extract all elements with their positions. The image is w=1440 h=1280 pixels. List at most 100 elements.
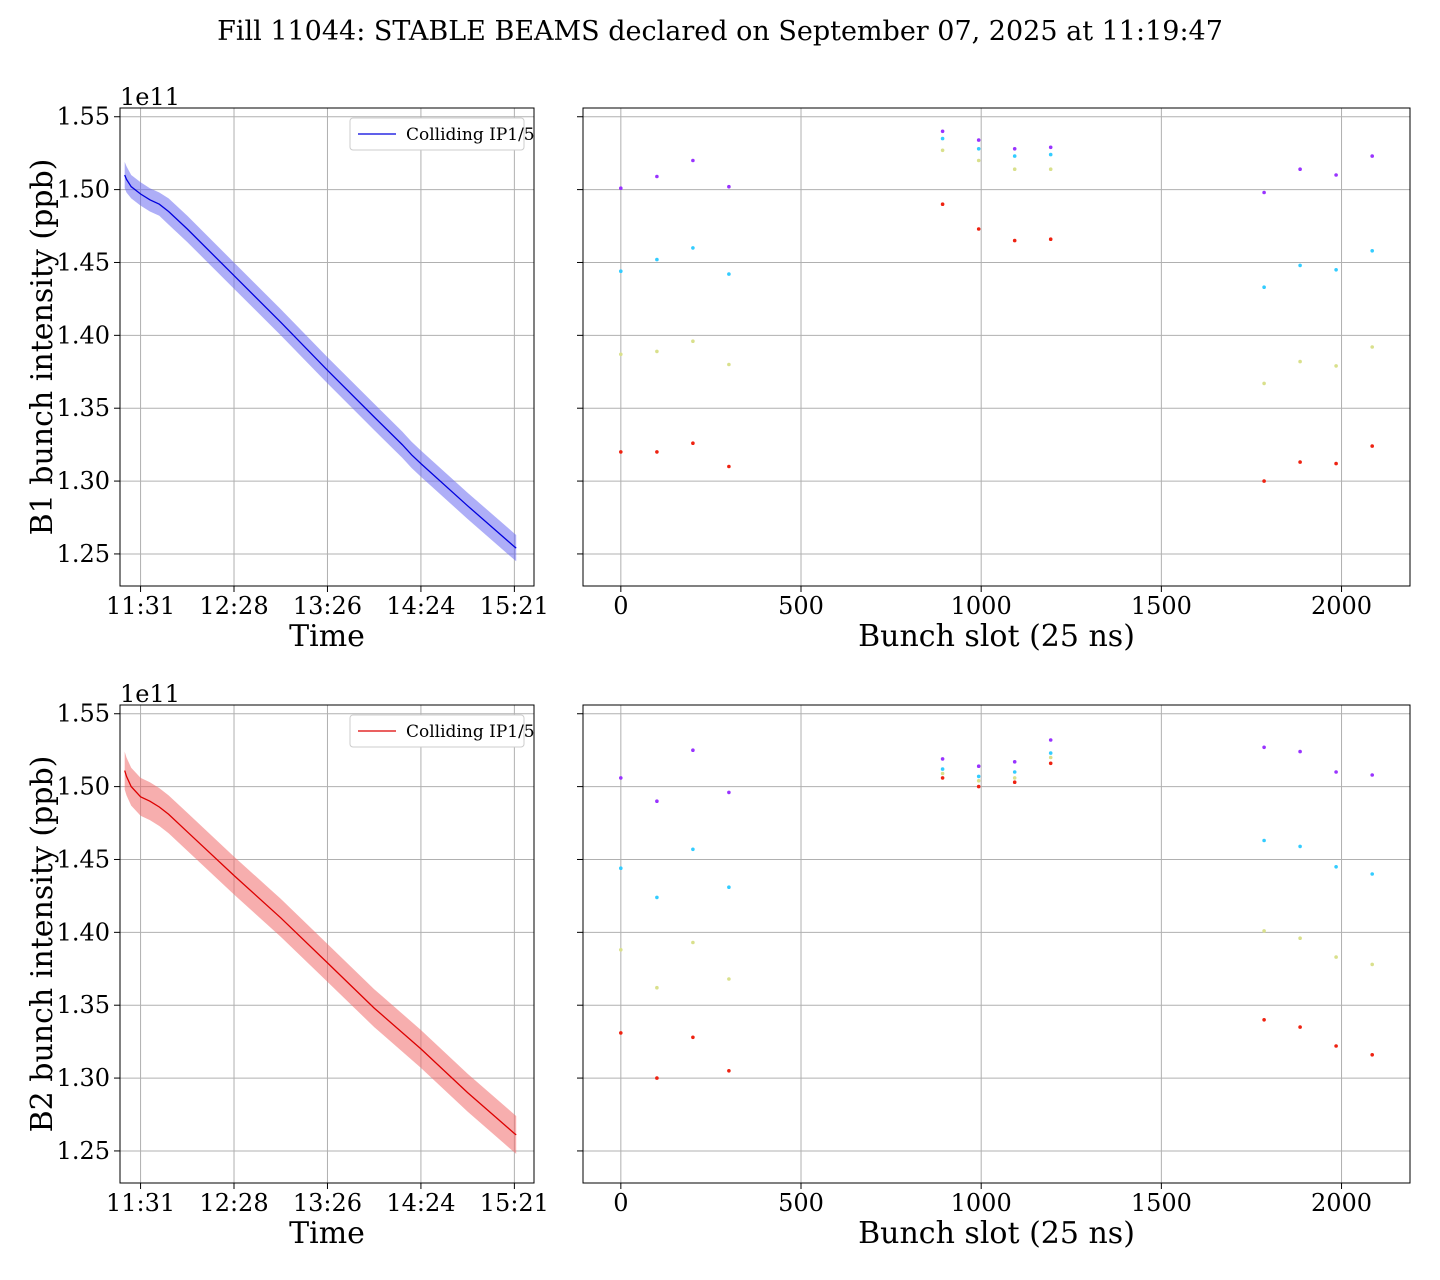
- bunch-point: [976, 774, 981, 779]
- bunch-point: [1012, 760, 1017, 764]
- bunch-point: [1298, 263, 1302, 268]
- bunch-point: [1012, 776, 1017, 780]
- bunch-point: [1012, 167, 1017, 171]
- bunch-point: [1048, 738, 1053, 742]
- bunch-point: [1012, 770, 1017, 774]
- bunch-point: [1370, 444, 1374, 448]
- bunch-point: [727, 885, 731, 889]
- y-tick-label: 1.25: [57, 1137, 110, 1165]
- bunch-point: [727, 184, 731, 189]
- bunch-point: [1370, 773, 1374, 777]
- bunch-point: [1048, 761, 1053, 766]
- b2-intensity-vs-time-panel: 11:31 12:28 13:26 14:24 15:21 1.25 1.30 1.35 1.4…: [25, 680, 549, 1251]
- bunch-point: [1298, 844, 1302, 849]
- bunch-point: [619, 866, 623, 870]
- bunch-point: [940, 771, 945, 776]
- bunch-point: [727, 977, 731, 981]
- x-tick-label: 11:31: [106, 592, 175, 620]
- bunch-point: [1262, 381, 1266, 386]
- y-offset-label: 1e11: [120, 83, 180, 111]
- legend-entry: Colliding IP1/5: [406, 722, 535, 742]
- figure-title: Fill 11044: STABLE BEAMS declared on Sep…: [217, 16, 1223, 47]
- x-axis-label: Time: [289, 1216, 365, 1251]
- bunch-point: [1262, 479, 1266, 483]
- x-tick-label: 500: [778, 1189, 824, 1217]
- bunch-point: [655, 895, 659, 900]
- bunch-point: [1334, 173, 1338, 177]
- bunch-point: [1334, 461, 1338, 466]
- bunch-point: [619, 269, 623, 274]
- bunch-point: [1012, 154, 1017, 158]
- axes-frame: [119, 107, 535, 587]
- bunch-point: [691, 940, 695, 945]
- bunch-point: [1048, 237, 1053, 241]
- bunch-point: [1048, 152, 1053, 157]
- x-tick-label: 14:24: [386, 592, 455, 620]
- legend: Colliding IP1/5: [349, 714, 535, 748]
- bunch-point: [691, 441, 695, 446]
- bunch-point: [619, 186, 623, 190]
- y-tick-label: 1.30: [57, 467, 110, 495]
- colliding-ip15-series-line: [124, 174, 517, 549]
- bunch-point: [655, 450, 659, 454]
- bunch-point: [1262, 190, 1266, 195]
- x-tick-label: 14:24: [386, 1189, 455, 1217]
- bunch-point: [1048, 167, 1053, 171]
- bunch-point: [976, 779, 981, 783]
- bunch-point: [655, 174, 659, 179]
- bunch-point: [976, 764, 981, 768]
- colliding-ip15-series-line: [124, 770, 517, 1136]
- legend: Colliding IP1/5: [349, 117, 535, 151]
- x-tick-label: 2000: [1311, 592, 1372, 620]
- bunch-point: [619, 450, 623, 454]
- bunch-point: [727, 272, 731, 276]
- bunch-point: [1048, 751, 1053, 755]
- bunch-point: [691, 847, 695, 852]
- bunch-point: [691, 158, 695, 163]
- x-axis-label: Bunch slot (25 ns): [858, 619, 1135, 654]
- bunch-point: [1048, 755, 1053, 760]
- x-tick-label: 500: [778, 592, 824, 620]
- x-tick-label: 12:28: [199, 592, 268, 620]
- bunch-point: [976, 784, 981, 789]
- bunch-point: [1262, 745, 1266, 750]
- bunch-point: [619, 352, 623, 357]
- bunch-point: [1262, 929, 1266, 933]
- bunch-point: [691, 748, 695, 752]
- bunch-point: [1334, 955, 1338, 959]
- bunch-point: [619, 1031, 623, 1035]
- bunch-point: [1370, 249, 1374, 253]
- y-tick-label: 1.35: [57, 394, 110, 422]
- bunch-point: [655, 1076, 659, 1080]
- y-offset-label: 1e11: [120, 680, 180, 708]
- intensity-spread-band: [124, 751, 517, 1154]
- bunch-point: [727, 464, 731, 469]
- bunch-point: [1012, 238, 1017, 243]
- axes-frame: [582, 107, 1411, 587]
- bunch-point: [940, 767, 945, 771]
- axes-frame: [582, 704, 1411, 1184]
- bunch-point: [1370, 1053, 1374, 1057]
- bunch-point: [1334, 268, 1338, 272]
- x-tick-label: 2000: [1311, 1189, 1372, 1217]
- bunch-point: [1370, 154, 1374, 158]
- y-tick-label: 1.40: [57, 918, 110, 946]
- x-tick-label: 1000: [951, 592, 1012, 620]
- bunch-point: [1298, 460, 1302, 464]
- legend-box: [349, 714, 525, 748]
- y-tick-label: 1.40: [57, 321, 110, 349]
- x-axis-label: Bunch slot (25 ns): [858, 1216, 1135, 1251]
- bunch-point: [691, 1035, 695, 1040]
- bunch-point: [976, 138, 981, 142]
- bunch-point: [976, 227, 981, 231]
- bunch-point: [619, 948, 623, 952]
- bunch-point: [1298, 1025, 1302, 1029]
- y-tick-label: 1.55: [57, 103, 110, 131]
- bunch-point: [1012, 147, 1017, 151]
- x-tick-label: 11:31: [106, 1189, 175, 1217]
- y-tick-label: 1.50: [57, 773, 110, 801]
- bunch-point: [1370, 872, 1374, 876]
- bunch-point: [1262, 1018, 1266, 1022]
- b1-intensity-vs-time-panel: 11:31 12:28 13:26 14:24 15:21 1.25 1.30 1.35 1.4…: [25, 83, 549, 654]
- bunch-point: [940, 776, 945, 780]
